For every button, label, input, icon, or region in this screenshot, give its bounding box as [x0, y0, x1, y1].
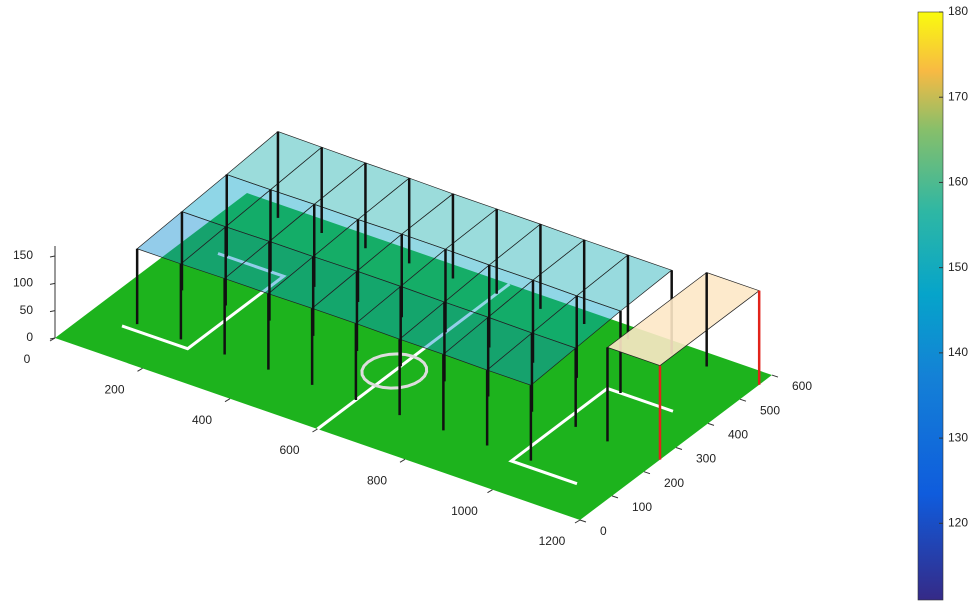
colorbar-tick-label: 130	[948, 430, 968, 444]
colorbar-tick-label: 150	[948, 260, 968, 274]
z-tick	[49, 255, 56, 258]
center-circle	[360, 352, 429, 390]
scene: 0200400600800100012000100200300400500600…	[13, 131, 812, 548]
z-tick	[49, 282, 56, 285]
x-tick	[224, 398, 231, 403]
x-tick	[137, 367, 143, 372]
colorbar-tick-label: 170	[948, 89, 968, 103]
colorbar-tick-label: 180	[948, 4, 968, 18]
field-line	[121, 252, 287, 351]
x-tick-label: 400	[192, 413, 212, 427]
z-tick-label: 150	[13, 248, 33, 262]
y-tick	[611, 495, 619, 499]
y-tick-label: 600	[792, 379, 812, 393]
z-tick-label: 100	[13, 276, 33, 290]
y-tick	[579, 519, 587, 523]
x-tick	[312, 428, 318, 433]
colorbar-tick-label: 160	[948, 175, 968, 189]
z-tick	[49, 337, 56, 340]
x-tick-label: 200	[104, 383, 124, 397]
x-tick-label: 1200	[539, 534, 566, 548]
z-tick-label: 50	[20, 303, 34, 317]
y-tick	[739, 398, 747, 402]
y-tick	[643, 471, 651, 475]
y-tick-label: 300	[696, 452, 716, 466]
colorbar-tick-label: 140	[948, 345, 968, 359]
y-tick-label: 0	[600, 524, 607, 538]
colorbar	[917, 11, 944, 601]
y-tick-label: 200	[664, 476, 684, 490]
y-tick	[707, 422, 715, 426]
y-tick-label: 100	[632, 500, 652, 514]
x-tick-label: 600	[279, 443, 299, 457]
x-tick	[399, 458, 406, 463]
y-tick	[675, 447, 683, 451]
y-tick-label: 500	[760, 403, 780, 417]
x-tick-label: 1000	[451, 504, 478, 518]
field-line	[508, 386, 674, 486]
colorbar-tick-label: 120	[948, 515, 968, 529]
x-tick-label: 0	[24, 352, 31, 366]
z-tick-label: 0	[26, 330, 33, 344]
y-tick-label: 400	[728, 428, 748, 442]
z-tick	[49, 310, 56, 313]
y-tick	[771, 374, 779, 378]
x-tick	[487, 489, 493, 494]
x-tick	[574, 519, 581, 524]
x-tick-label: 800	[367, 474, 387, 488]
